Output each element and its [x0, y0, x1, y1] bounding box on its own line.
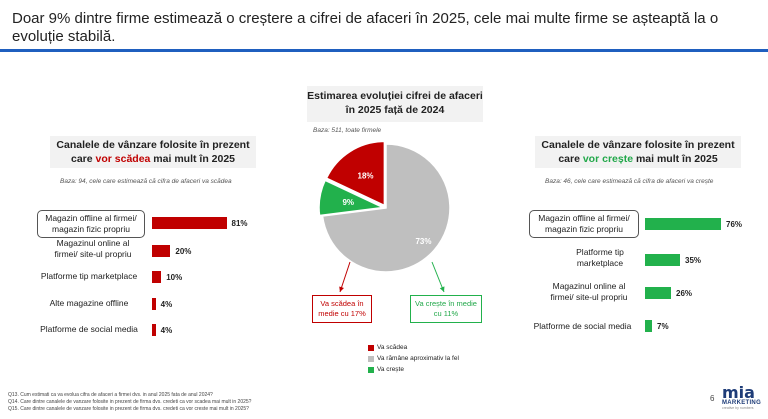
left-heading-highlight: vor scădea	[95, 153, 151, 165]
slide-title: Doar 9% dintre firme estimează o creșter…	[12, 10, 719, 45]
legend-item: Va crește	[368, 364, 459, 375]
callout-increase: Va crește în medie cu 11%	[410, 295, 482, 323]
right-base-note: Baza: 46, cele care estimează că cifra d…	[545, 178, 714, 185]
legend-item: Va rămâne aproximativ la fel	[368, 353, 459, 364]
pie-slice	[325, 140, 386, 207]
pie-slice-label: 73%	[415, 237, 431, 246]
right-bar-value: 76%	[726, 220, 743, 229]
pie-slice-label: 9%	[342, 198, 354, 207]
right-bar-value: 35%	[685, 256, 702, 265]
arrow-increase-head	[439, 286, 445, 292]
pie-slice	[321, 143, 451, 273]
title-rule	[0, 49, 768, 52]
left-bar-value: 4%	[160, 326, 173, 335]
left-bar-value: 10%	[166, 273, 183, 282]
left-bar-label: Magazinul online al firmei/ site-ul prop…	[54, 238, 132, 259]
left-bar	[152, 271, 162, 283]
right-bar-label: Magazinul online al firmei/ site-ul prop…	[550, 281, 628, 302]
left-base-note: Baza: 94, cele care estimează că cifra d…	[60, 178, 232, 185]
left-bar-label: Alte magazine offline	[49, 298, 129, 308]
pie-legend: Va scădea Va rămâne aproximativ la fel V…	[368, 342, 459, 375]
right-bar	[645, 287, 671, 299]
right-bar	[645, 254, 680, 266]
arrow-increase	[431, 261, 445, 293]
arrow-decrease-head	[339, 286, 344, 292]
callout-decrease: Va scădea în medie cu 17%	[312, 295, 372, 323]
left-bar-label: Magazin offline al firmei/ magazin fizic…	[37, 210, 145, 238]
mia-marketing-logo: mia MARKETING creative by numbers	[722, 383, 762, 411]
left-bar-value: 20%	[175, 247, 192, 256]
left-bar	[152, 324, 156, 336]
center-base-note: Baza: 511, toate firmele	[313, 127, 382, 134]
left-bar	[152, 217, 227, 229]
right-bar	[645, 320, 652, 332]
left-bar-label: Platforme de social media	[40, 324, 138, 334]
pie-slice	[318, 179, 386, 217]
left-bar-label: Platforme tip marketplace	[40, 271, 138, 281]
legend-swatch	[368, 366, 374, 373]
right-bar-label: Platforme tip marketplace	[576, 247, 624, 268]
left-bar-value: 81%	[231, 219, 248, 228]
page-number: 6	[710, 394, 715, 403]
right-panel-heading: Canalele de vânzare folosite în prezent …	[535, 136, 741, 168]
right-bar-value: 26%	[676, 289, 693, 298]
right-bar-label: Magazin offline al firmei/ magazin fizic…	[529, 210, 639, 238]
legend-swatch	[368, 344, 374, 351]
right-heading-highlight: vor crește	[582, 153, 634, 165]
center-panel-heading: Estimarea evoluției cifrei de afaceri în…	[307, 86, 483, 122]
footnote: Q13. Cum estimati ca va evolua cifra de …	[8, 392, 213, 398]
footnotes: Q13. Cum estimati ca va evolua cifra de …	[8, 392, 251, 413]
left-bar	[152, 245, 171, 257]
left-bar-value: 4%	[160, 300, 173, 309]
left-bar	[152, 298, 156, 310]
legend-item: Va scădea	[368, 342, 459, 353]
right-bar-value: 7%	[657, 322, 669, 331]
pie-slice-label: 18%	[358, 172, 374, 181]
left-panel-heading: Canalele de vânzare folosite în prezent …	[50, 136, 256, 168]
footnote: Q15. Care dintre canalele de vanzare fol…	[8, 406, 249, 412]
right-bar	[645, 218, 721, 230]
right-bar-label: Platforme de social media	[533, 321, 632, 331]
footnote: Q14. Care dintre canalele de vanzare fol…	[8, 399, 252, 405]
legend-swatch	[368, 355, 374, 362]
arrow-decrease	[339, 261, 351, 293]
